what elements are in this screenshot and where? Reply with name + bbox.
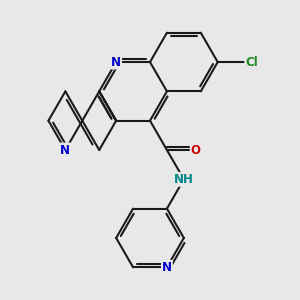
Text: N: N — [60, 143, 70, 157]
Text: N: N — [162, 261, 172, 274]
Text: Cl: Cl — [245, 56, 258, 68]
Text: NH: NH — [174, 173, 194, 186]
Text: O: O — [191, 143, 201, 157]
Text: N: N — [111, 56, 121, 68]
